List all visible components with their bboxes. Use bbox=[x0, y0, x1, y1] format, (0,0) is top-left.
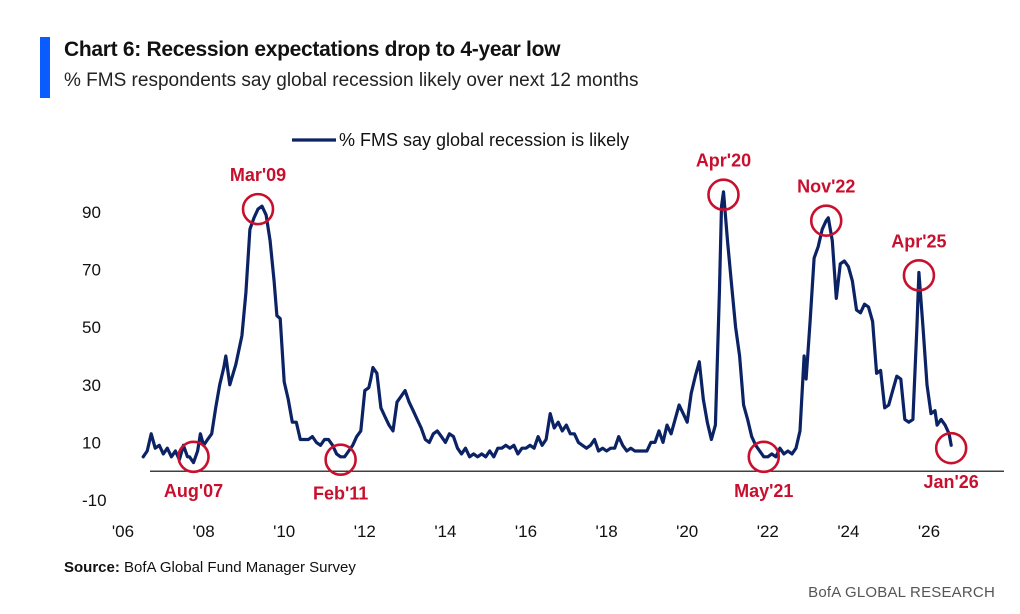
y-tick-label: 50 bbox=[82, 318, 101, 337]
annotation-circle bbox=[809, 204, 843, 237]
y-tick-label: 90 bbox=[82, 203, 101, 222]
annotation-label: Jan'26 bbox=[924, 472, 979, 492]
annotation-label: May'21 bbox=[734, 481, 793, 501]
legend-label: % FMS say global recession is likely bbox=[339, 130, 629, 150]
brand-label: BofA GLOBAL RESEARCH bbox=[808, 584, 995, 601]
x-tick-label: '06 bbox=[112, 522, 134, 541]
x-tick-label: '18 bbox=[596, 522, 618, 541]
y-tick-label: 70 bbox=[82, 261, 101, 280]
annotation-circle bbox=[324, 443, 357, 476]
source-note: Source: BofA Global Fund Manager Survey bbox=[64, 559, 356, 576]
annotation-circle bbox=[934, 431, 968, 465]
y-tick-label: -10 bbox=[82, 491, 107, 510]
source-text: BofA Global Fund Manager Survey bbox=[124, 559, 356, 576]
x-tick-label: '14 bbox=[434, 522, 456, 541]
annotation-circle bbox=[747, 440, 781, 474]
x-tick-label: '08 bbox=[193, 522, 215, 541]
x-tick-label: '16 bbox=[515, 522, 537, 541]
annotation-label: Feb'11 bbox=[313, 484, 368, 504]
x-tick-label: '12 bbox=[354, 522, 376, 541]
source-label: Source: bbox=[64, 559, 120, 576]
annotation-label: Aug'07 bbox=[164, 481, 223, 501]
x-tick-label: '10 bbox=[273, 522, 295, 541]
x-tick-label: '20 bbox=[676, 522, 698, 541]
y-tick-label: 30 bbox=[82, 376, 101, 395]
y-tick-label: 10 bbox=[82, 433, 101, 452]
annotation-label: Mar'09 bbox=[230, 165, 286, 185]
annotation-label: Apr'25 bbox=[891, 231, 946, 251]
title-accent-bar bbox=[40, 37, 50, 98]
series-line bbox=[141, 190, 953, 465]
x-tick-label: '24 bbox=[837, 522, 859, 541]
chart-title: Chart 6: Recession expectations drop to … bbox=[64, 38, 561, 61]
x-tick-label: '22 bbox=[757, 522, 779, 541]
annotation-circle bbox=[707, 178, 740, 212]
annotation-circle bbox=[241, 192, 275, 226]
annotation-circle bbox=[902, 259, 936, 292]
annotation-label: Apr'20 bbox=[696, 151, 751, 171]
annotation-circle bbox=[177, 440, 210, 474]
x-tick-label: '26 bbox=[918, 522, 940, 541]
chart-subtitle: % FMS respondents say global recession l… bbox=[64, 70, 639, 91]
annotation-label: Nov'22 bbox=[797, 177, 855, 197]
